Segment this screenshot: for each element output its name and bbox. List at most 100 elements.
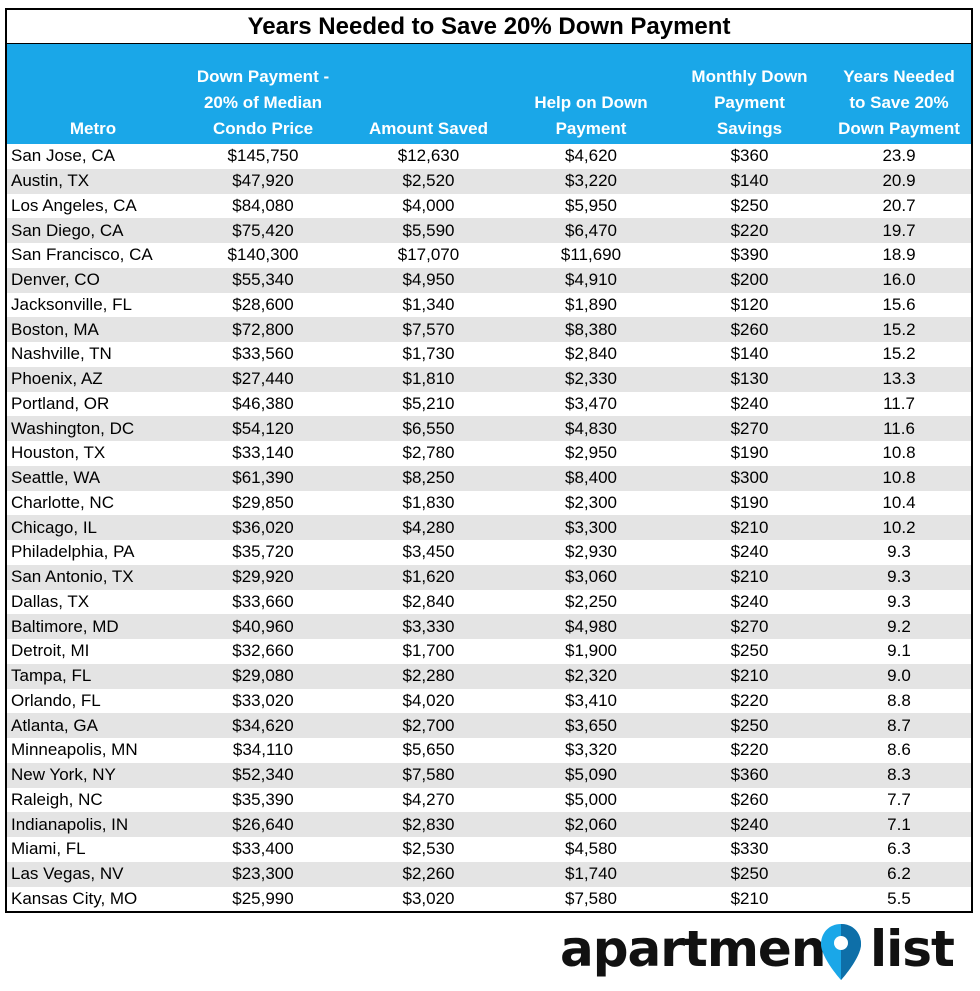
col-header-monthly-savings: Monthly Down Payment Savings — [672, 44, 827, 144]
table-row: Jacksonville, FL $28,600 $1,340 $1,890 $120 1… — [7, 293, 971, 318]
cell-help: $8,400 — [510, 465, 672, 491]
cell-amount-saved: $2,530 — [402, 839, 455, 859]
cell-monthly-savings: $210 — [730, 888, 769, 908]
cell-down-payment: $40,960 — [179, 614, 347, 639]
cell-amount-saved: $3,020 — [402, 888, 455, 908]
table-row: Baltimore, MD $40,960 $3,330 $4,980 $270 9.2 — [7, 614, 971, 639]
cell-amount-saved: $2,260 — [347, 861, 510, 887]
cell-amount-saved: $7,570 — [347, 317, 510, 342]
cell-years-needed: 11.7 — [883, 393, 915, 413]
cell-metro: New York, NY — [7, 762, 179, 788]
table-row: Phoenix, AZ $27,440 $1,810 $2,330 $130 13.3 — [7, 366, 971, 392]
cell-down-payment: $52,340 — [179, 762, 347, 788]
cell-help: $3,410 — [565, 690, 617, 710]
cell-help: $2,950 — [565, 443, 617, 463]
cell-metro: Indianapolis, IN — [7, 812, 179, 837]
cell-help: $6,470 — [510, 218, 672, 243]
table-row: Austin, TX $47,920 $2,520 $3,220 $140 20.9 — [7, 168, 971, 194]
table-row: Charlotte, NC $29,850 $1,830 $2,300 $190 10.4 — [7, 491, 971, 516]
cell-help: $4,830 — [510, 416, 672, 441]
logo-text-apartment: apartment — [560, 920, 849, 978]
table-row: Atlanta, GA $34,620 $2,700 $3,650 $250 8.7 — [7, 713, 971, 738]
cell-down-payment: $54,120 — [179, 416, 347, 441]
cell-amount-saved: $3,450 — [402, 542, 455, 562]
cell-metro: Kansas City, MO — [11, 888, 138, 908]
cell-down-payment: $29,920 — [179, 564, 347, 590]
cell-help: $2,300 — [565, 492, 617, 512]
cell-down-payment: $140,300 — [227, 245, 299, 265]
cell-metro: Nashville, TN — [11, 344, 112, 364]
cell-down-payment: $75,420 — [179, 218, 347, 243]
cell-down-payment: $25,990 — [232, 888, 294, 908]
cell-help: $1,900 — [565, 641, 617, 661]
cell-years-needed: 13.3 — [827, 366, 971, 392]
cell-years-needed: 7.7 — [887, 789, 911, 809]
cell-monthly-savings: $330 — [730, 839, 769, 859]
table-row: Chicago, IL $36,020 $4,280 $3,300 $210 10.2 — [7, 515, 971, 540]
cell-down-payment: $34,110 — [232, 740, 294, 760]
cell-down-payment: $35,390 — [232, 789, 294, 809]
cell-amount-saved: $7,580 — [347, 762, 510, 788]
cell-metro: Raleigh, NC — [11, 789, 103, 809]
table-row: San Francisco, CA $140,300 $17,070 $11,690 $… — [7, 243, 971, 268]
table-row: Kansas City, MO $25,990 $3,020 $7,580 $210 5.… — [7, 887, 971, 912]
cell-help: $2,320 — [510, 663, 672, 689]
cell-amount-saved: $4,000 — [402, 195, 455, 215]
cell-help: $3,060 — [510, 564, 672, 590]
cell-years-needed: 8.3 — [827, 762, 971, 788]
cell-years-needed: 9.1 — [887, 641, 911, 661]
cell-years-needed: 9.3 — [887, 542, 911, 562]
spreadsheet: Years Needed to Save 20% Down Payment Me… — [5, 8, 973, 914]
cell-years-needed: 10.2 — [827, 515, 971, 540]
cell-years-needed: 9.2 — [827, 614, 971, 639]
table-title: Years Needed to Save 20% Down Payment — [7, 10, 971, 44]
cell-down-payment: $23,300 — [179, 861, 347, 887]
cell-metro: Austin, TX — [7, 168, 179, 194]
cell-monthly-savings: $250 — [730, 641, 769, 661]
cell-years-needed: 10.8 — [882, 443, 916, 463]
table-row: Houston, TX $33,140 $2,780 $2,950 $190 10.8 — [7, 441, 971, 466]
cell-years-needed: 19.7 — [827, 218, 971, 243]
cell-help: $2,330 — [510, 366, 672, 392]
cell-years-needed: 6.2 — [827, 861, 971, 887]
cell-down-payment: $26,640 — [179, 812, 347, 837]
col-header-down-payment: Down Payment - 20% of Median Condo Price — [179, 44, 347, 144]
cell-years-needed: 10.4 — [882, 492, 916, 512]
cell-help: $1,890 — [565, 294, 617, 314]
cell-monthly-savings: $140 — [730, 344, 769, 364]
cell-amount-saved: $2,780 — [402, 443, 455, 463]
cell-monthly-savings: $260 — [730, 789, 769, 809]
cell-help: $7,580 — [565, 888, 617, 908]
cell-down-payment: $61,390 — [179, 465, 347, 491]
table-row: San Jose, CA $145,750 $12,630 $4,620 $360 23.… — [7, 144, 971, 169]
cell-down-payment: $72,800 — [179, 317, 347, 342]
cell-down-payment: $27,440 — [179, 366, 347, 392]
cell-years-needed: 20.7 — [882, 195, 916, 215]
cell-monthly-savings: $240 — [672, 812, 827, 837]
cell-help: $4,620 — [565, 146, 617, 166]
cell-monthly-savings: $260 — [672, 317, 827, 342]
cell-metro: Jacksonville, FL — [11, 294, 132, 314]
cell-amount-saved: $4,950 — [347, 267, 510, 293]
cell-years-needed: 15.2 — [827, 317, 971, 342]
cell-years-needed: 5.5 — [887, 888, 911, 908]
cell-metro: Denver, CO — [7, 267, 179, 293]
cell-help: $4,580 — [565, 839, 617, 859]
cell-down-payment: $47,920 — [179, 168, 347, 194]
cell-help: $3,300 — [510, 515, 672, 540]
table-row: Los Angeles, CA $84,080 $4,000 $5,950 $250 20… — [7, 194, 971, 219]
cell-monthly-savings: $250 — [672, 861, 827, 887]
cell-metro: Philadelphia, PA — [11, 542, 135, 562]
cell-amount-saved: $12,630 — [397, 146, 460, 166]
logo-text-list: list — [870, 920, 955, 978]
cell-years-needed: 8.6 — [887, 740, 911, 760]
cell-monthly-savings: $210 — [672, 515, 827, 540]
cell-help: $11,690 — [560, 245, 622, 265]
cell-help: $5,000 — [565, 789, 617, 809]
cell-help: $3,320 — [565, 740, 617, 760]
cell-down-payment: $33,400 — [232, 839, 294, 859]
cell-help: $2,840 — [565, 344, 617, 364]
cell-amount-saved: $3,330 — [347, 614, 510, 639]
cell-amount-saved: $8,250 — [347, 465, 510, 491]
cell-monthly-savings: $190 — [730, 443, 769, 463]
